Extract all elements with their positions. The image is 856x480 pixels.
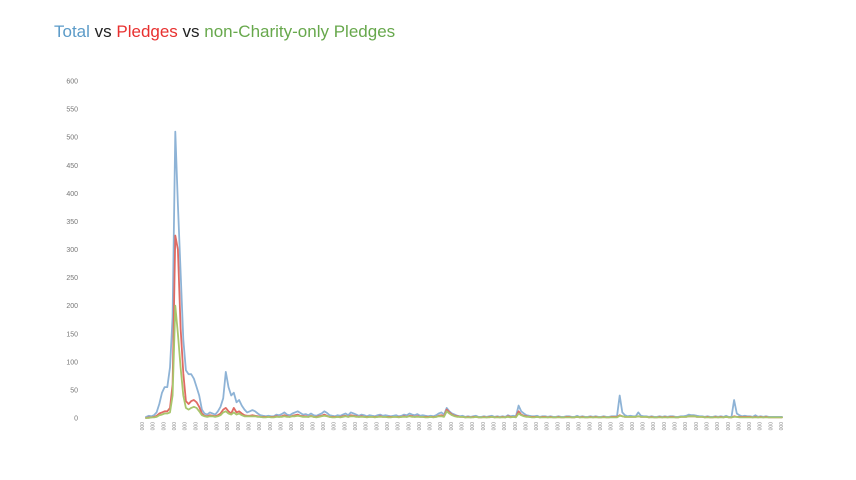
title-pledges: Pledges xyxy=(116,22,178,41)
title-non-charity-pledges: non-Charity-only Pledges xyxy=(204,22,396,41)
x-tick-label: 000 xyxy=(183,422,189,431)
y-tick-label: 300 xyxy=(66,247,78,254)
y-tick-label: 0 xyxy=(74,416,78,423)
x-tick-label: 000 xyxy=(193,422,199,431)
x-tick-label: 000 xyxy=(491,422,497,431)
chart-title: Total vs Pledges vs non-Charity-only Ple… xyxy=(54,22,395,42)
x-tick-label: 000 xyxy=(683,422,689,431)
x-tick-label: 000 xyxy=(385,422,391,431)
title-separator-1: vs xyxy=(89,22,117,41)
x-tick-label: 000 xyxy=(758,422,764,431)
y-tick-label: 200 xyxy=(66,303,78,310)
x-tick-label: 000 xyxy=(268,422,274,431)
x-tick-label: 000 xyxy=(566,422,572,431)
x-tick-label: 000 xyxy=(779,422,785,431)
x-tick-label: 000 xyxy=(257,422,263,431)
x-axis: 000 000 000 000 000 000 000 000 000 000 000 000 000 0… xyxy=(140,422,785,431)
x-tick-label: 000 xyxy=(523,422,529,431)
y-tick-label: 600 xyxy=(66,79,78,86)
x-tick-label: 000 xyxy=(310,422,316,431)
series-line-3 xyxy=(145,304,783,419)
x-tick-label: 000 xyxy=(278,422,284,431)
x-tick-label: 000 xyxy=(609,422,615,431)
x-tick-label: 000 xyxy=(172,422,178,431)
x-tick-label: 000 xyxy=(161,422,167,431)
x-tick-label: 000 xyxy=(641,422,647,431)
x-tick-label: 000 xyxy=(215,422,221,431)
y-axis: 0 50 100 150 200 250 300 350 400 450 500 550 600 xyxy=(66,79,78,423)
x-tick-label: 000 xyxy=(374,422,380,431)
x-tick-label: 000 xyxy=(225,422,231,431)
x-tick-label: 000 xyxy=(736,422,742,431)
x-tick-label: 000 xyxy=(406,422,412,431)
x-tick-label: 000 xyxy=(619,422,625,431)
x-tick-label: 000 xyxy=(289,422,295,431)
y-tick-label: 400 xyxy=(66,191,78,198)
x-tick-label: 000 xyxy=(662,422,668,431)
x-tick-label: 000 xyxy=(460,422,466,431)
x-tick-label: 000 xyxy=(694,422,700,431)
x-tick-label: 000 xyxy=(651,422,657,431)
x-tick-label: 000 xyxy=(747,422,753,431)
x-tick-label: 000 xyxy=(438,422,444,431)
x-tick-label: 000 xyxy=(396,422,402,431)
x-tick-label: 000 xyxy=(247,422,253,431)
x-tick-label: 000 xyxy=(545,422,551,431)
x-tick-label: 000 xyxy=(534,422,540,431)
title-separator-2: vs xyxy=(177,22,205,41)
x-tick-label: 000 xyxy=(300,422,306,431)
x-tick-label: 000 xyxy=(577,422,583,431)
x-tick-label: 000 xyxy=(417,422,423,431)
x-tick-label: 000 xyxy=(481,422,487,431)
y-tick-label: 250 xyxy=(66,275,78,282)
x-tick-label: 000 xyxy=(449,422,455,431)
x-tick-label: 000 xyxy=(428,422,434,431)
x-tick-label: 000 xyxy=(321,422,327,431)
x-tick-label: 000 xyxy=(768,422,774,431)
y-tick-label: 500 xyxy=(66,135,78,142)
y-tick-label: 100 xyxy=(66,359,78,366)
y-tick-label: 550 xyxy=(66,107,78,114)
title-total: Total xyxy=(54,22,90,41)
x-tick-label: 000 xyxy=(704,422,710,431)
x-tick-label: 000 xyxy=(353,422,359,431)
x-tick-label: 000 xyxy=(470,422,476,431)
y-tick-label: 50 xyxy=(70,387,78,394)
x-tick-label: 000 xyxy=(587,422,593,431)
x-tick-label: 000 xyxy=(140,422,146,431)
series-layer xyxy=(145,130,783,419)
y-tick-label: 450 xyxy=(66,163,78,170)
x-tick-label: 000 xyxy=(715,422,721,431)
x-tick-label: 000 xyxy=(555,422,561,431)
x-tick-label: 000 xyxy=(204,422,210,431)
x-tick-label: 000 xyxy=(151,422,157,431)
series-line-1 xyxy=(145,130,783,418)
x-tick-label: 000 xyxy=(726,422,732,431)
x-tick-label: 000 xyxy=(332,422,338,431)
x-tick-label: 000 xyxy=(236,422,242,431)
x-tick-label: 000 xyxy=(630,422,636,431)
x-tick-label: 000 xyxy=(513,422,519,431)
x-tick-label: 000 xyxy=(364,422,370,431)
series-line-2 xyxy=(145,234,783,419)
x-tick-label: 000 xyxy=(598,422,604,431)
x-tick-label: 000 xyxy=(673,422,679,431)
y-tick-label: 150 xyxy=(66,331,78,338)
x-tick-label: 000 xyxy=(342,422,348,431)
y-tick-label: 350 xyxy=(66,219,78,226)
x-tick-label: 000 xyxy=(502,422,508,431)
